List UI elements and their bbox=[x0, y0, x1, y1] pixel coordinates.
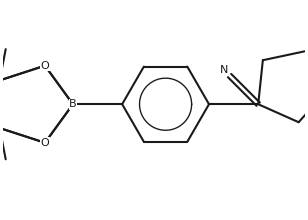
Text: O: O bbox=[41, 61, 49, 71]
Text: B: B bbox=[69, 99, 77, 109]
Text: B: B bbox=[69, 99, 77, 109]
Text: B: B bbox=[69, 99, 77, 109]
Text: N: N bbox=[220, 65, 229, 75]
Text: O: O bbox=[41, 138, 49, 148]
Text: O: O bbox=[41, 138, 49, 148]
Text: O: O bbox=[41, 61, 49, 71]
